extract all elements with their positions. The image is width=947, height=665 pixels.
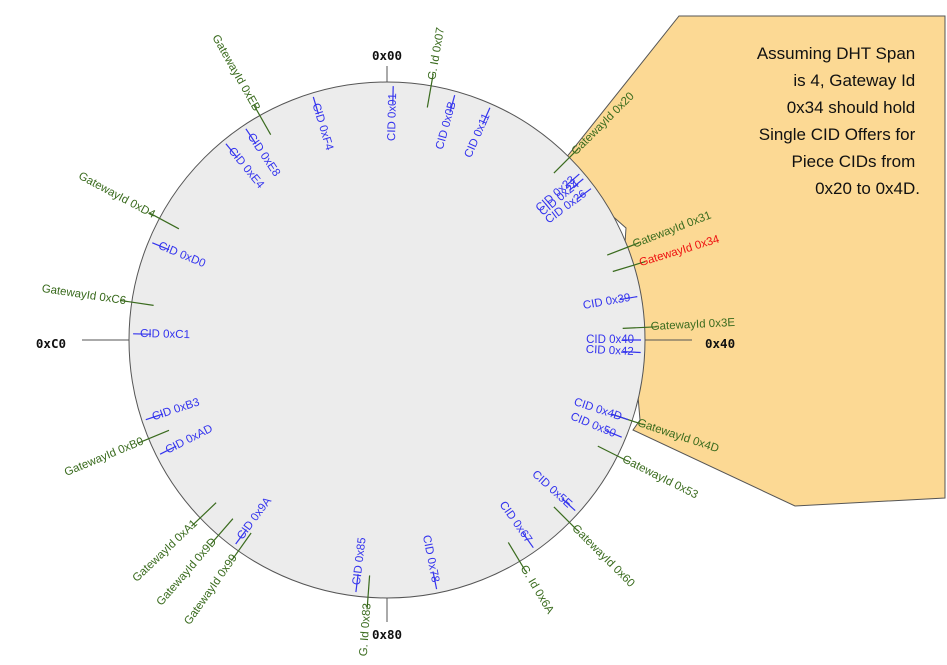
gateway-label-gatewayid-0x3e: GatewayId 0x3E [650, 317, 735, 333]
callout-text: Assuming DHT Span is 4, Gateway Id 0x34 … [757, 44, 920, 198]
gateway-label-g-id-0x83: G. Id 0x83 [358, 603, 374, 657]
callout-line: 0x20 to 0x4D. [815, 179, 920, 198]
cid-tick-cid-0xd0 [152, 242, 170, 251]
axis-label-right: 0x40 [705, 336, 735, 351]
cid-tick-cid-0x85 [355, 574, 359, 593]
gateway-tick-gatewayid-0x3e [622, 326, 657, 329]
cid-label-cid-0xc1: CID 0xC1 [140, 328, 190, 341]
gateway-label-gatewayid-0x53: GatewayId 0x53 [620, 453, 700, 501]
cid-tick-cid-0x39 [619, 296, 638, 301]
cid-tick-cid-0xe4 [225, 143, 238, 158]
cid-label-cid-0x85: CID 0x85 [351, 537, 369, 586]
gateway-tick-g-id-0x6a [507, 542, 527, 572]
axis-markers: 0x00 0x40 0x80 0xC0 [36, 48, 735, 642]
gateway-tick-gatewayid-0xa1 [191, 502, 217, 527]
gateway-label-gatewayid-0xc6: GatewayId 0xC6 [41, 283, 127, 307]
cid-tick-cid-0x42 [622, 351, 641, 354]
cid-tick-cid-0xb3 [145, 413, 164, 421]
gateway-tick-g-id-0x83 [366, 575, 371, 610]
gateway-label-gatewayid-0xb0: GatewayId 0xB0 [63, 435, 146, 478]
callout-line: Assuming DHT Span [757, 44, 915, 63]
gateway-tick-gatewayid-0x34 [612, 261, 646, 273]
cid-tick-cid-0x78 [432, 571, 438, 590]
cid-tick-cid-0xf4 [312, 96, 320, 115]
gateway-tick-gatewayid-0x99 [231, 532, 252, 562]
gateway-label-gatewayid-0xeb: GatewayId 0xEB [209, 33, 262, 114]
gateway-tick-gatewayid-0xc6 [119, 299, 154, 306]
callout-line: Single CID Offers for [759, 125, 916, 144]
cid-tick-cid-0x5e [561, 498, 576, 512]
gateway-tick-gatewayid-0x60 [553, 506, 579, 532]
gateway-label-gatewayid-0xd4: GatewayId 0xD4 [76, 170, 157, 221]
cid-tick-cid-0x26 [576, 188, 592, 200]
callout-line: Piece CIDs from [792, 152, 916, 171]
axis-label-top: 0x00 [372, 48, 402, 63]
cid-label-cid-0x01: CID 0x01 [386, 93, 399, 141]
gateway-tick-gatewayid-0x53 [597, 445, 629, 462]
gateway-label-g-id-0x07: G. Id 0x07 [426, 27, 447, 81]
gateway-tick-gatewayid-0xb0 [137, 429, 170, 444]
gateway-label-gatewayid-0x60: GatewayId 0x60 [569, 522, 636, 589]
cid-tick-cid-0x50 [604, 429, 622, 438]
gateway-tick-gatewayid-0xeb [253, 104, 272, 135]
cid-label-cid-0x40: CID 0x40 [586, 334, 634, 346]
gateway-tick-gatewayid-0x9d [210, 518, 234, 545]
cid-tick-cid-0xad [159, 445, 177, 455]
cid-label-cid-0x42: CID 0x42 [586, 344, 634, 358]
gateway-tick-gatewayid-0xd4 [148, 212, 180, 230]
cid-tick-cid-0x24 [569, 178, 584, 191]
callout-line: 0x34 should hold [787, 98, 916, 117]
gateway-tick-gatewayid-0x31 [606, 242, 640, 256]
gateway-tick-g-id-0x07 [426, 73, 434, 108]
cid-tick-cid-0x0b [449, 95, 456, 113]
cid-tick-cid-0x4d [610, 413, 629, 421]
cid-tick-cid-0x67 [522, 532, 534, 549]
cid-tick-cid-0x9a [235, 529, 247, 545]
gateway-label-g-id-0x6a: G. Id 0x6A [518, 563, 556, 616]
axis-label-bottom: 0x80 [372, 627, 402, 642]
gateway-tick-gatewayid-0x20 [553, 148, 579, 174]
callout-line: is 4, Gateway Id [793, 71, 915, 90]
axis-label-left: 0xC0 [36, 336, 66, 351]
cid-tick-cid-0xe8 [245, 128, 257, 145]
cid-tick-cid-0x23 [565, 173, 580, 187]
cid-tick-cid-0x11 [482, 107, 491, 125]
